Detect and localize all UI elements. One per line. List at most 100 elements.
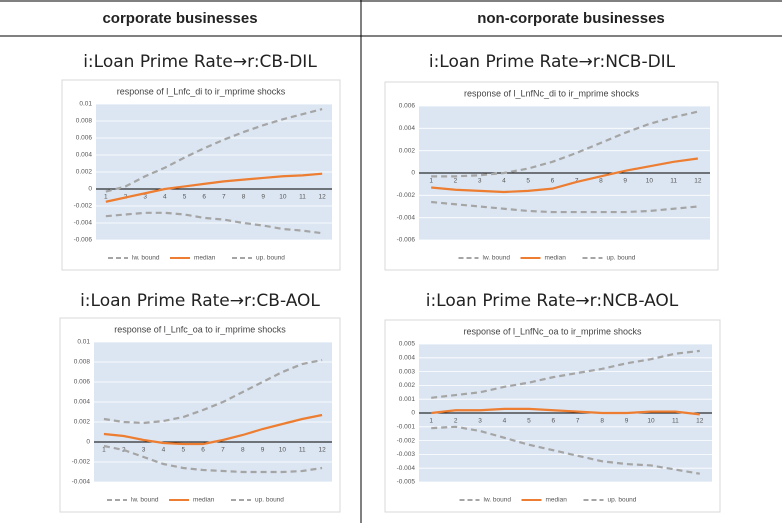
- y-tick-label: -0.004: [74, 220, 93, 227]
- x-tick-label: 11: [670, 178, 677, 185]
- x-tick-label: 8: [600, 418, 604, 425]
- legend-label: median: [194, 255, 216, 262]
- y-tick-label: 0: [411, 410, 415, 417]
- panel-title: i:Loan Prime Rate→r:NCB-DIL: [429, 52, 676, 72]
- y-tick-label: 0.001: [399, 396, 416, 403]
- y-tick-label: -0.004: [397, 465, 416, 472]
- x-tick-label: 7: [221, 447, 225, 454]
- y-tick-label: 0.002: [399, 147, 416, 154]
- y-tick-label: -0.002: [397, 192, 416, 199]
- x-tick-label: 5: [526, 178, 530, 185]
- y-tick-label: 0.006: [74, 379, 91, 386]
- y-tick-label: -0.005: [397, 479, 416, 486]
- x-tick-label: 8: [241, 447, 245, 454]
- series-line: [105, 172, 323, 203]
- panel-title: i:Loan Prime Rate→r:CB-DIL: [83, 52, 317, 72]
- x-tick-label: 10: [279, 194, 287, 201]
- chart: response of l_LnfNc_oa to ir_mprime shoc…: [384, 319, 721, 513]
- y-tick-label: 0.004: [76, 152, 93, 159]
- x-tick-label: 8: [599, 178, 603, 185]
- plot-area: [94, 342, 332, 482]
- column-header: non-corporate businesses: [477, 10, 665, 27]
- x-tick-label: 10: [646, 178, 654, 185]
- chart: response of l_LnfNc_di to ir_mprime shoc…: [384, 81, 719, 271]
- y-tick-label: -0.006: [397, 237, 416, 244]
- legend-label: lw. bound: [131, 497, 159, 504]
- x-tick-label: 9: [625, 418, 629, 425]
- y-tick-label: 0.01: [79, 101, 92, 108]
- column-header: corporate businesses: [102, 10, 257, 27]
- x-tick-label: 1: [102, 447, 106, 454]
- x-tick-label: 4: [503, 418, 507, 425]
- series-line: [431, 349, 700, 399]
- x-tick-label: 12: [696, 418, 704, 425]
- x-tick-label: 6: [201, 447, 205, 454]
- x-tick-label: 2: [454, 178, 458, 185]
- legend-label: median: [545, 255, 567, 262]
- x-tick-label: 2: [454, 418, 458, 425]
- x-tick-label: 6: [202, 194, 206, 201]
- y-tick-label: -0.002: [74, 203, 93, 210]
- x-tick-label: 10: [647, 418, 655, 425]
- x-tick-label: 5: [181, 447, 185, 454]
- x-tick-label: 11: [672, 418, 679, 425]
- y-tick-label: -0.004: [72, 479, 91, 486]
- y-tick-label: -0.006: [74, 237, 93, 244]
- x-tick-label: 3: [478, 178, 482, 185]
- x-tick-label: 12: [694, 178, 702, 185]
- x-tick-label: 3: [478, 418, 482, 425]
- chart-title: response of l_LnfNc_di to ir_mprime shoc…: [464, 88, 640, 98]
- y-tick-label: 0.004: [399, 355, 416, 362]
- series-line: [103, 444, 323, 474]
- chart: response of l_Lnfc_oa to ir_mprime shock…: [59, 317, 341, 513]
- x-tick-label: 5: [527, 418, 531, 425]
- y-tick-label: -0.002: [72, 459, 91, 466]
- y-tick-label: 0.008: [76, 118, 93, 125]
- series-line: [431, 425, 700, 475]
- legend-label: up. bound: [607, 255, 636, 262]
- series-line: [431, 110, 699, 178]
- x-tick-label: 7: [576, 418, 580, 425]
- y-tick-label: 0.01: [77, 339, 90, 346]
- x-tick-label: 9: [623, 178, 627, 185]
- series-line: [105, 108, 323, 193]
- y-tick-label: 0.004: [399, 125, 416, 132]
- y-tick-label: 0: [88, 186, 92, 193]
- x-tick-label: 11: [299, 194, 306, 201]
- x-tick-label: 4: [162, 447, 166, 454]
- x-tick-label: 8: [242, 194, 246, 201]
- y-tick-label: -0.004: [397, 214, 416, 221]
- y-tick-label: 0.006: [76, 135, 93, 142]
- x-tick-label: 4: [163, 194, 167, 201]
- x-tick-label: 12: [318, 447, 326, 454]
- legend-label: lw. bound: [132, 255, 160, 262]
- y-tick-label: 0.005: [399, 341, 416, 348]
- y-tick-label: -0.001: [397, 424, 416, 431]
- y-tick-label: 0: [411, 170, 415, 177]
- chart-title: response of l_Lnfc_oa to ir_mprime shock…: [114, 324, 286, 334]
- x-tick-label: 1: [429, 178, 433, 185]
- x-tick-label: 1: [104, 194, 108, 201]
- chart-title: response of l_Lnfc_di to ir_mprime shock…: [117, 86, 286, 96]
- y-tick-label: -0.003: [397, 451, 416, 458]
- panel-title: i:Loan Prime Rate→r:CB-AOL: [80, 291, 320, 311]
- series-line: [431, 157, 699, 194]
- series-line: [105, 211, 323, 235]
- legend-label: up. bound: [255, 497, 284, 504]
- series-line: [103, 358, 323, 425]
- y-tick-label: 0.003: [399, 368, 416, 375]
- series-line: [431, 407, 700, 416]
- x-tick-label: 5: [183, 194, 187, 201]
- legend-label: up. bound: [256, 255, 285, 262]
- chart: response of l_Lnfc_di to ir_mprime shock…: [61, 79, 341, 271]
- legend-label: median: [546, 497, 568, 504]
- panel-title: i:Loan Prime Rate→r:NCB-AOL: [426, 291, 679, 311]
- x-tick-label: 11: [299, 447, 306, 454]
- y-tick-label: -0.002: [397, 437, 416, 444]
- x-tick-label: 3: [142, 447, 146, 454]
- x-tick-label: 6: [551, 178, 555, 185]
- x-tick-label: 3: [143, 194, 147, 201]
- y-tick-label: 0.006: [399, 103, 416, 110]
- y-tick-label: 0.004: [74, 399, 91, 406]
